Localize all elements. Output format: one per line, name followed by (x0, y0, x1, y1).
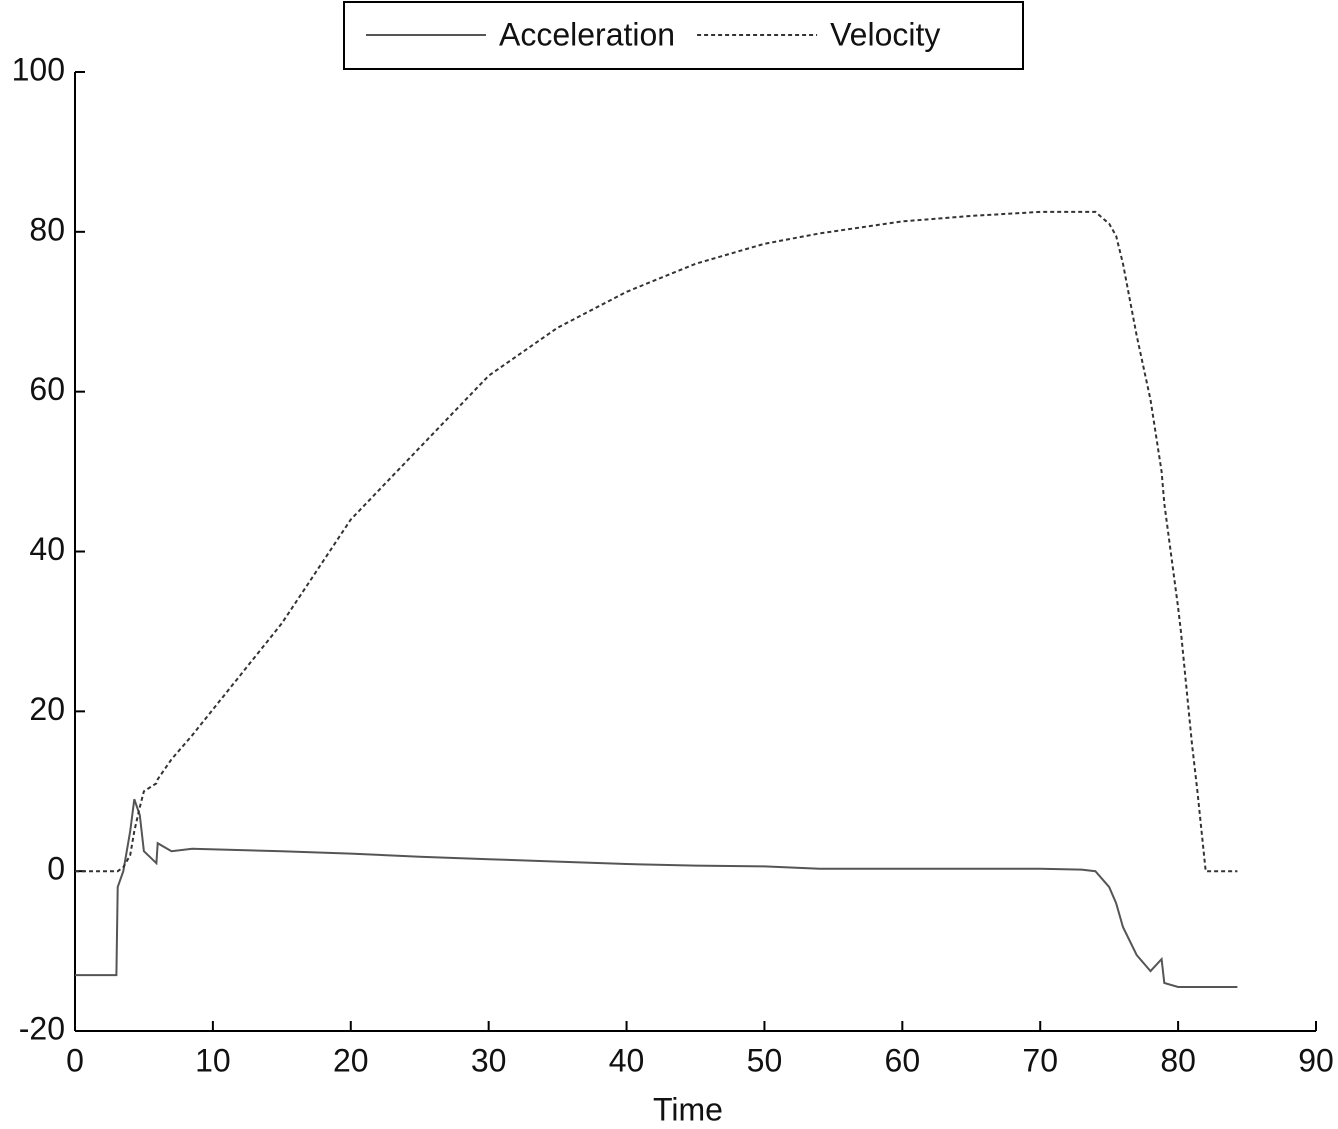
x-tick-label: 40 (609, 1042, 645, 1078)
y-tick-label: 40 (29, 531, 65, 567)
x-tick-label: 90 (1298, 1042, 1334, 1078)
x-tick-label: 50 (747, 1042, 783, 1078)
data-line (75, 210, 1238, 873)
y-tick-label: 20 (29, 691, 65, 727)
y-tick-label: 60 (29, 371, 65, 407)
x-tick-label: 30 (471, 1042, 507, 1078)
x-tick-label: 60 (885, 1042, 921, 1078)
y-tick-label: 0 (47, 851, 65, 887)
y-tick-label: -20 (19, 1010, 65, 1046)
x-axis-label: Time (653, 1091, 723, 1127)
data-line (75, 798, 1238, 988)
x-tick-label: 10 (195, 1042, 231, 1078)
y-tick-label: 100 (12, 51, 65, 87)
y-tick-label: 80 (29, 211, 65, 247)
x-tick-label: 80 (1160, 1042, 1196, 1078)
x-tick-label: 0 (66, 1042, 84, 1078)
x-tick-label: 20 (333, 1042, 369, 1078)
legend-label: Acceleration (499, 16, 675, 52)
x-tick-label: 70 (1022, 1042, 1058, 1078)
legend-label: Velocity (830, 16, 940, 52)
